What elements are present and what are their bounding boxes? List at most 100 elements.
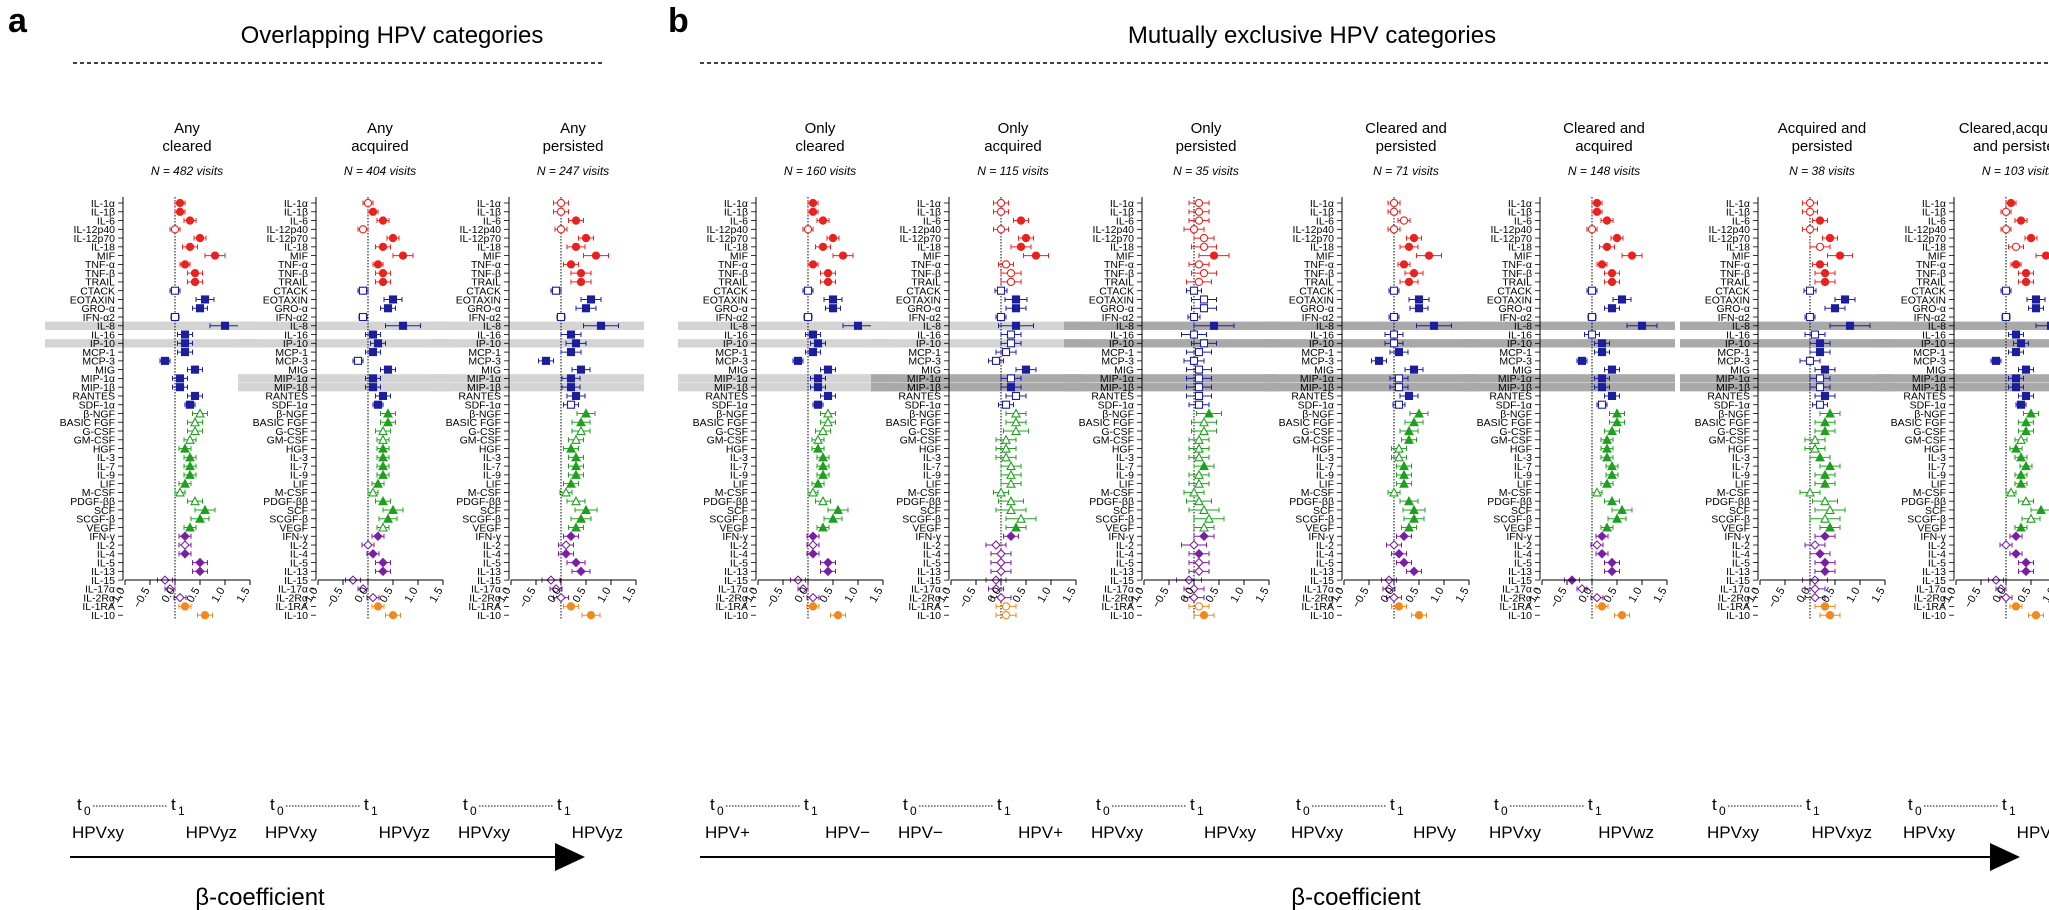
data-point-hgf (1810, 443, 1820, 453)
highlight-band (1680, 382, 1893, 392)
cytokine-label: IL-7 (483, 461, 501, 473)
cytokine-label: IFN-α2 (1102, 312, 1134, 324)
data-point-il-1- (1592, 207, 1602, 216)
data-point-ifn- (1199, 531, 1209, 542)
data-point-eotaxin (2031, 295, 2041, 304)
data-point-il-10 (200, 611, 210, 620)
data-point-mip-1- (368, 374, 378, 383)
x-tick-label: 1.5 (1652, 586, 1670, 605)
cytokine-label: SDF-1α (712, 400, 748, 412)
cytokine-label: IL-4 (1316, 549, 1334, 561)
cytokine-label: IP-10 (1109, 338, 1134, 350)
cytokine-label: CTACK (466, 286, 501, 298)
cytokine-label: HGF (726, 443, 748, 455)
x-tick-label: 1.0 (403, 586, 421, 605)
data-point-mif (398, 251, 408, 260)
cytokine-label: MIF (1732, 250, 1750, 262)
cytokine-label: IL-4 (730, 549, 748, 561)
cytokine-label: MCP-1 (82, 347, 115, 359)
cytokine-label: MIP-1β (467, 382, 501, 394)
data-point-il-2r- (1389, 592, 1399, 603)
data-point-il-18 (1815, 242, 1825, 251)
data-point-gm-csf (1602, 434, 1612, 444)
data-point-scf (1199, 504, 1209, 515)
data-point-il-3 (1602, 452, 1612, 462)
data-point-mip-1- (1597, 383, 1607, 392)
data-point-il-1- (996, 198, 1006, 208)
cytokine-label: β-NGF (469, 408, 501, 420)
cytokine-label: IP-10 (476, 338, 501, 350)
data-point-vegf (1602, 522, 1612, 532)
data-point-gro- (581, 304, 591, 313)
cytokine-label: SDF-1α (272, 400, 308, 412)
t0-subscript: 0 (277, 804, 284, 818)
data-point-il-1- (1194, 198, 1204, 208)
data-point-il-16 (566, 330, 576, 339)
t1-label: t (1806, 795, 1811, 814)
cytokine-label: MCP-1 (275, 347, 308, 359)
data-point-mig (823, 365, 833, 374)
data-point-tnf- (1399, 260, 1409, 269)
highlight-band (678, 382, 891, 392)
cytokine-label: MIF (730, 250, 748, 262)
data-point-il-8 (220, 321, 230, 330)
data-point-scf (833, 504, 843, 515)
panel-a-letter: a (8, 2, 28, 40)
t0-subscript: 0 (1719, 804, 1726, 818)
data-point-ip-10 (571, 339, 581, 348)
data-point-ifn-2 (1189, 312, 1199, 322)
cytokine-label: SCF (920, 505, 941, 517)
data-point-mip-1- (1194, 383, 1204, 392)
cytokine-label: IL-9 (1116, 470, 1134, 482)
cytokine-label: VEGF (1917, 522, 1946, 534)
cytokine-label: IL-13 (1110, 566, 1134, 578)
cytokine-label: MIG (921, 364, 941, 376)
cytokine-label: IL-2Rα (1302, 592, 1334, 604)
cytokine-label: IL-2Rα (716, 592, 748, 604)
data-point-vegf (378, 522, 388, 532)
cytokine-label: IL-12p40 (1093, 224, 1135, 236)
cytokine-label: HGF (479, 443, 501, 455)
cytokine-label: IL-1RA (1499, 601, 1532, 613)
data-point-gro- (1414, 304, 1424, 313)
cytokine-label: SCF (1511, 505, 1532, 517)
cytokine-label: IL-5 (730, 557, 748, 569)
data-point-scgf- (1612, 513, 1622, 523)
data-point-scgf- (383, 513, 393, 523)
highlight-band (1462, 374, 1675, 383)
highlight-band (238, 374, 451, 383)
data-point-g-csf (1011, 425, 1021, 436)
data-point-il-9 (1607, 469, 1617, 479)
highlight-band (238, 339, 451, 348)
data-point-ctack (170, 286, 180, 295)
cytokine-label: IL-16 (1922, 329, 1946, 341)
cytokine-label: G-CSF (715, 426, 748, 438)
cytokine-label: SCGF-β (1095, 514, 1134, 526)
data-point-tnf- (1001, 260, 1011, 269)
cytokine-label: MIF (290, 250, 308, 262)
cytokine-label: IFN-γ (89, 531, 115, 543)
data-point-lif (1006, 478, 1016, 488)
data-point-il-2r- (556, 592, 566, 603)
data-point-il-3 (378, 452, 388, 462)
data-point-mif (2041, 251, 2049, 260)
data-point-il-10 (1617, 611, 1627, 620)
cytokine-label: IL-9 (1316, 470, 1334, 482)
cytokine-label: TNF-β (718, 268, 748, 280)
data-point-ifn- (1006, 531, 1016, 542)
data-point-basic-fgf (2021, 417, 2031, 427)
data-point-il-1ra (808, 602, 818, 611)
cytokine-label: LIF (1119, 478, 1134, 490)
data-point-rantes (378, 391, 388, 400)
cytokine-label: IL-10 (1110, 610, 1134, 622)
cytokine-label: IL-15 (1508, 575, 1532, 587)
subplot-title-line: and persisted (1973, 138, 2049, 155)
data-point-scgf- (1409, 513, 1419, 523)
right-state-label: HPVxyz (1812, 823, 1872, 842)
data-point-il-8 (2046, 321, 2049, 330)
highlight-band (1680, 339, 1893, 348)
left-state-label: HPV− (898, 823, 943, 842)
data-point-il-1- (1389, 207, 1399, 216)
x-tick-label: 1.5 (1870, 586, 1888, 605)
